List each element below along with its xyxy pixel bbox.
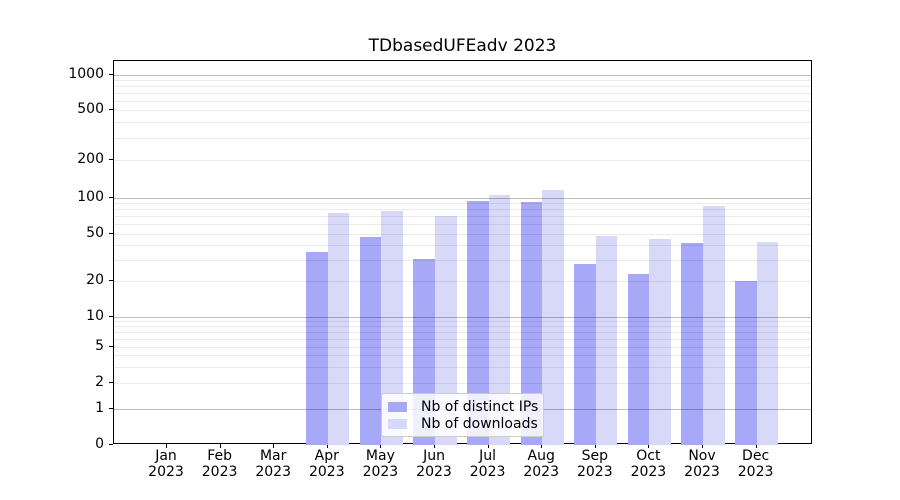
y-tick-label: 20 [86, 272, 104, 288]
x-tick-mark [755, 444, 757, 448]
y-tick-label: 2 [95, 374, 104, 390]
y-tick-label: 100 [77, 188, 104, 205]
bar-downloads [435, 216, 457, 445]
y-tick-label: 50 [86, 225, 104, 241]
bar-distinct-ips [466, 200, 489, 445]
y-tick-mark [109, 74, 113, 75]
x-tick-mark [219, 444, 221, 448]
legend: Nb of distinct IPs Nb of downloads [381, 393, 544, 437]
legend-label-downloads: Nb of downloads [421, 415, 538, 432]
y-tick-mark [109, 407, 113, 409]
bar-downloads [649, 239, 672, 445]
legend-item-downloads: Nb of downloads [388, 415, 538, 433]
y-tick-label: 10 [86, 308, 104, 324]
x-tick-label: Apr 2023 [308, 448, 345, 480]
x-tick-label: Sep 2023 [576, 448, 613, 480]
legend-label-distinct-ips: Nb of distinct IPs [421, 399, 539, 416]
y-tick-mark [109, 109, 113, 111]
x-tick-mark [380, 444, 382, 448]
bar-downloads [703, 206, 725, 445]
bar-distinct-ips [306, 252, 328, 445]
y-tick-mark [109, 158, 113, 160]
y-tick-label: 0 [95, 435, 104, 452]
chart-title: TDbasedUFEadv 2023 [368, 36, 557, 56]
x-tick-label: Jan 2023 [148, 448, 184, 480]
x-tick-mark [541, 444, 543, 448]
y-tick-mark [109, 443, 113, 445]
x-tick-label: May 2023 [362, 448, 399, 480]
bar-downloads [756, 241, 779, 445]
x-tick-label: Mar 2023 [255, 448, 291, 480]
y-tick-label: 1000 [68, 66, 104, 82]
y-tick-label: 1 [95, 399, 104, 416]
bar-downloads [595, 236, 618, 445]
bar-downloads [488, 195, 511, 445]
legend-swatch-downloads-icon [388, 418, 407, 429]
y-tick-mark [109, 382, 113, 383]
x-tick-label: Aug 2023 [523, 448, 559, 480]
y-tick-label: 5 [95, 337, 104, 354]
bar-distinct-ips [520, 201, 543, 445]
x-tick-label: Oct 2023 [630, 448, 667, 480]
y-tick-mark [109, 316, 113, 317]
x-tick-label: Jun 2023 [416, 448, 452, 480]
y-tick-label: 500 [77, 101, 104, 118]
x-tick-mark [273, 444, 275, 448]
y-tick-label: 200 [77, 150, 104, 167]
bar-distinct-ips [734, 281, 757, 445]
bar-downloads [381, 210, 404, 445]
y-tick-mark [109, 196, 113, 198]
x-tick-mark [702, 444, 703, 448]
x-tick-mark [648, 444, 650, 448]
x-tick-mark [326, 444, 328, 448]
y-tick-mark [109, 345, 113, 347]
x-tick-label: Jul 2023 [469, 448, 506, 480]
bar-distinct-ips [574, 263, 596, 445]
x-tick-label: Dec 2023 [737, 448, 774, 480]
x-tick-mark [594, 444, 596, 448]
bar-distinct-ips [627, 273, 650, 445]
bars-layer [114, 61, 811, 445]
plot-area: Nb of distinct IPs Nb of downloads [113, 60, 812, 445]
x-tick-label: Nov 2023 [684, 448, 720, 480]
x-tick-mark [166, 444, 167, 448]
bar-distinct-ips [681, 242, 703, 445]
x-tick-label: Feb 2023 [201, 448, 238, 480]
legend-item-distinct-ips: Nb of distinct IPs [388, 399, 539, 416]
bar-downloads [327, 212, 350, 445]
bar-downloads [542, 190, 564, 445]
x-tick-mark [487, 444, 489, 448]
y-tick-mark [109, 280, 113, 281]
legend-swatch-distinct-ips-icon [388, 402, 407, 413]
x-tick-mark [434, 444, 435, 448]
bar-distinct-ips [359, 237, 382, 445]
y-axis-tick-labels: 0 1 2 5 10 20 50 100 200 500 1000 [0, 0, 104, 500]
y-tick-mark [109, 233, 113, 234]
